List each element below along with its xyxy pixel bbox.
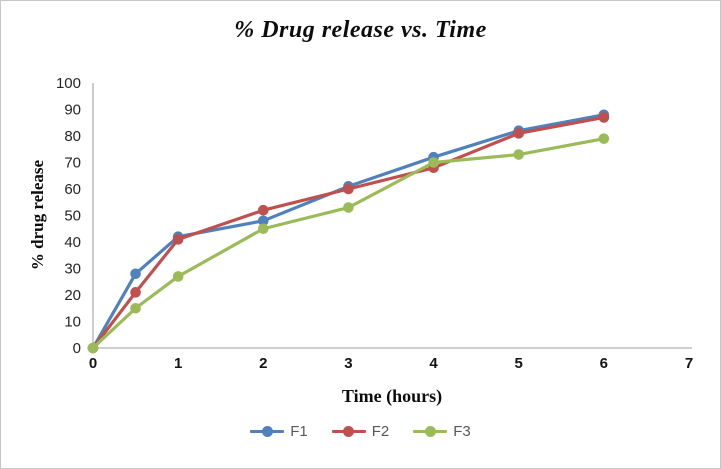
data-marker-F3	[172, 271, 184, 282]
data-marker-F1	[257, 215, 269, 227]
legend-label-f1: F1	[290, 423, 308, 440]
legend-marker-icon	[261, 426, 273, 437]
legend-swatch-f3	[413, 426, 448, 438]
data-marker-F3	[87, 342, 99, 354]
y-tick-label: 60	[64, 181, 81, 198]
x-tick-label: 2	[259, 355, 267, 372]
y-tick-label: 10	[64, 314, 81, 331]
data-marker-F3	[257, 223, 269, 235]
data-marker-F3	[598, 133, 610, 144]
y-tick-label: 80	[64, 128, 81, 145]
data-marker-F3	[343, 202, 354, 213]
data-marker-F2	[130, 287, 141, 298]
x-tick-label: 6	[600, 355, 608, 372]
legend-item-f3: F3	[413, 424, 471, 439]
x-axis-title: Time (hours)	[341, 386, 443, 406]
series-line-F3	[91, 137, 606, 350]
y-tick-label: 30	[64, 261, 81, 278]
x-tick-label: 0	[89, 355, 97, 372]
legend-item-f2: F2	[331, 423, 390, 440]
legend-label-f2: F2	[371, 423, 390, 440]
y-axis-title: % drug release	[28, 159, 47, 271]
series-line-F1	[91, 113, 606, 350]
legend-label-f3: F3	[453, 423, 471, 440]
y-tick-label: 100	[56, 75, 81, 92]
y-tick-label: 50	[64, 208, 81, 225]
x-tick-label: 5	[515, 355, 523, 372]
data-marker-F3	[130, 302, 141, 314]
y-tick-label: 20	[64, 287, 81, 304]
legend-swatch-f1	[250, 426, 285, 438]
data-marker-F1	[130, 268, 141, 280]
data-marker-F2	[598, 112, 610, 123]
legend-item-f1: F1	[250, 424, 308, 439]
x-tick-label: 4	[429, 355, 438, 372]
y-tick-label: 0	[73, 340, 81, 357]
data-marker-F3	[428, 157, 439, 168]
x-tick-label: 1	[174, 355, 182, 372]
y-tick-label: 70	[64, 155, 81, 172]
y-tick-label: 90	[64, 102, 81, 119]
data-marker-F2	[257, 204, 269, 216]
data-marker-F2	[343, 183, 354, 195]
x-tick-label: 3	[344, 355, 352, 372]
legend-marker-icon	[343, 426, 355, 437]
data-marker-F3	[513, 149, 525, 160]
chart-title: % Drug release vs. Time	[234, 17, 487, 43]
legend: F1 F2 F3	[1, 424, 720, 439]
series-line-F2	[91, 115, 606, 350]
legend-marker-icon	[424, 426, 436, 437]
y-tick-label: 40	[64, 234, 81, 251]
data-marker-F2	[513, 128, 525, 139]
x-tick-label: 7	[685, 355, 693, 372]
data-marker-F2	[172, 234, 184, 245]
legend-swatch-f2	[331, 426, 366, 438]
